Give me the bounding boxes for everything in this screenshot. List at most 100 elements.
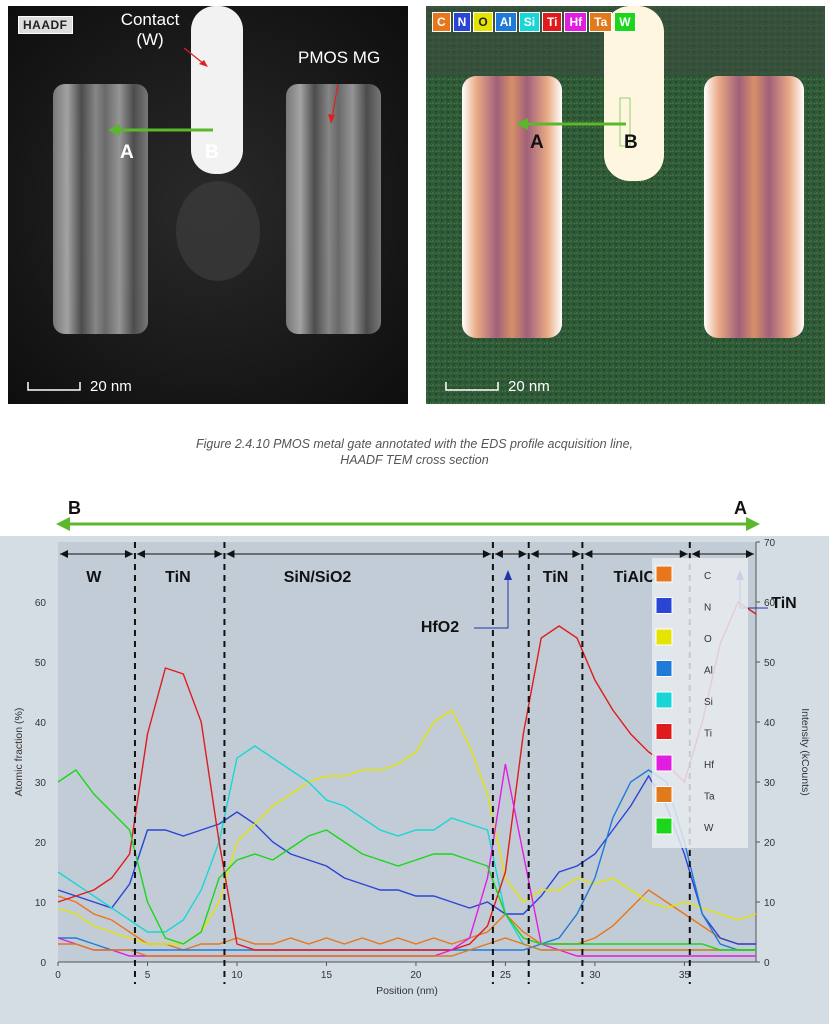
y-left-tick-label: 50 [35,658,47,669]
eds-point-b-label: B [624,132,638,153]
legend-label-o: O [704,634,712,645]
eds-scale-bar-line [445,382,499,391]
contact-label-line2: (W) [136,30,164,49]
element-badge-al: Al [494,12,517,32]
direction-arrow-head-left [56,517,70,531]
figure-caption: Figure 2.4.10 PMOS metal gate annotated … [0,436,829,468]
element-legend-row: C N O Al Si Ti Hf Ta W [432,12,636,32]
y-right-tick-label: 60 [764,598,776,609]
direction-arrow-head-right [746,517,760,531]
region-bracket-head [518,550,527,558]
direction-label-start: B [68,498,81,518]
pmos-label: PMOS MG [298,48,381,67]
series-line-n [57,774,756,945]
eds-point-a-label: A [530,132,544,153]
y-right-tick-label: 50 [764,658,776,669]
x-tick-label: 30 [589,970,601,981]
haadf-image: HAADF Contact (W) PMOS MG A B 20 nm [8,6,408,404]
element-badge-hf: Hf [564,12,588,32]
legend-swatch-ti [655,723,673,740]
region-bracket-head [136,550,145,558]
region-bracket-head [482,550,491,558]
region-bracket-head [746,550,754,558]
series-line-c [57,889,756,951]
x-tick-label: 0 [55,970,61,981]
right-gate [286,84,381,334]
legend-swatch-n [655,597,673,614]
x-tick-label: 35 [679,970,691,981]
series-line-ti [57,600,757,951]
y-right-tick-label: 70 [764,538,776,549]
contact-label-line1: Contact [120,10,180,29]
legend-label-c: C [704,571,711,582]
y-right-tick-label: 30 [764,778,776,789]
series-line-o [57,708,757,945]
region-bracket-head [584,550,593,558]
y-left-axis-label: Atomic fraction (%) [13,708,25,797]
series-line-w [57,769,756,951]
y-right-tick-label: 20 [764,838,776,849]
scale-bar-label: 20 nm [90,378,132,395]
legend-label-hf: Hf [704,760,714,771]
plot-area [58,542,756,962]
element-badge-ti: Ti [542,12,563,32]
hfo2-pointer-head [504,570,512,580]
y-left-tick-label: 40 [35,718,47,729]
legend-swatch-c [655,565,673,583]
eds-image: C N O Al Si Ti Hf Ta W A B 20 nm [426,6,825,404]
y-right-tick-label: 0 [764,958,770,969]
region-label: W [86,569,102,586]
legend-label-si: Si [704,697,713,708]
region-bracket-head [691,550,700,558]
legend-label-ta: Ta [704,792,715,803]
x-tick-label: 5 [145,970,151,981]
element-badge-n: N [452,12,472,32]
region-bracket-head [530,550,539,558]
x-tick-label: 15 [321,970,333,981]
y-right-axis-label: Intensity (kCounts) [799,708,811,796]
eds-scale-bar-label: 20 nm [508,378,550,395]
legend-swatch-al [655,660,673,677]
legend-swatch-hf [655,754,673,772]
y-left-tick-label: 60 [35,598,47,609]
x-tick-label: 25 [500,970,512,981]
region-label: TiN [771,595,796,612]
point-a-label: A [120,142,134,163]
y-right-tick-label: 40 [764,718,776,729]
point-b-label: B [205,142,219,163]
eds-profile-chart: B A 0 5 10 15 20 25 30 35 Position (nm) 0 10 20 30 40 50… [0,480,829,1024]
direction-label-end: A [734,498,747,518]
eds-contact [604,6,664,181]
element-badge-ta: Ta [589,12,613,32]
y-left-tick-label: 10 [35,898,47,909]
legend-swatch-ta [655,786,673,803]
caption-line1: Figure 2.4.10 PMOS metal gate annotated … [195,437,634,451]
region-label: SiN/SiO2 [284,569,352,586]
eds-right-gate [704,76,804,338]
region-bracket-head [124,550,133,558]
x-tick-label: 20 [410,970,422,981]
x-axis-label: Position (nm) [376,985,438,997]
legend-label-ti: Ti [704,729,712,740]
element-badge-w: W [614,12,636,32]
y-right-tick-label: 10 [764,898,776,909]
legend-swatch-si [655,691,673,709]
contact-label: Contact (W) [110,10,190,50]
region-bracket-head [572,550,581,558]
contact-plug [191,6,243,174]
region-label: HfO2 [421,619,459,636]
region-label: TiAlC [614,569,656,586]
element-badge-o: O [473,12,493,32]
left-gate [53,84,148,334]
legend-swatch-w [655,817,673,835]
element-badge-si: Si [518,12,541,32]
hfo2-pointer [474,576,509,629]
legend-label-n: N [704,603,711,614]
region-bracket-head [226,550,235,558]
region-bracket-head [60,550,68,558]
region-label: TiN [543,569,568,586]
x-tick-label: 10 [231,970,243,981]
y-left-tick-label: 0 [40,958,46,969]
legend-label-w: W [704,823,714,834]
region-bracket-head [679,550,688,558]
